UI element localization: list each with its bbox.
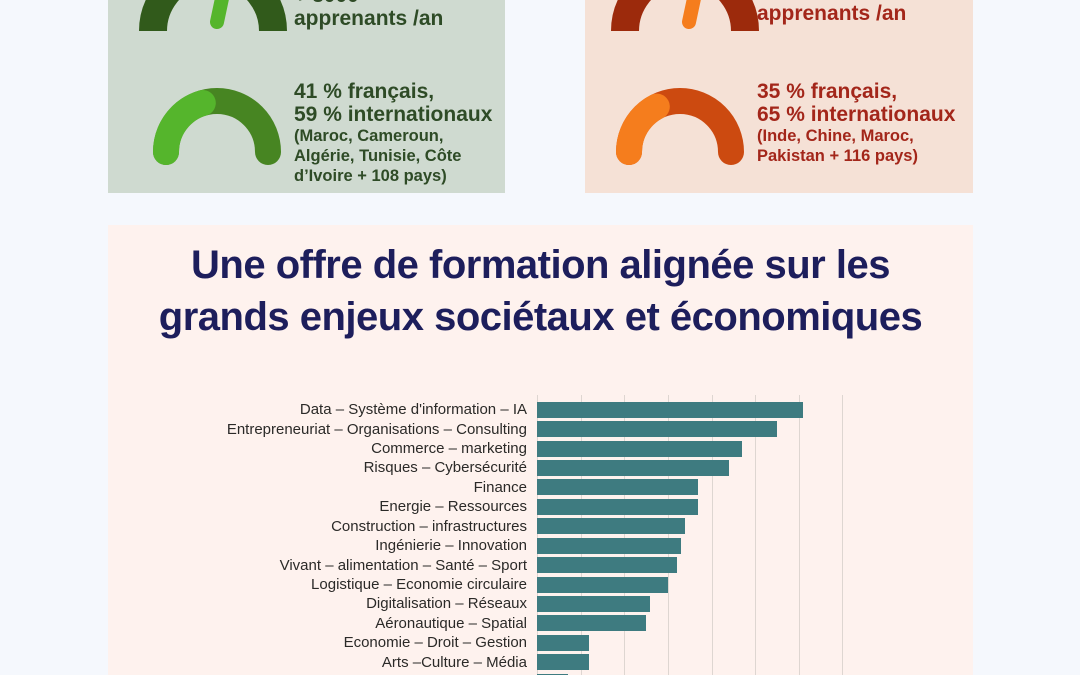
stat-detail: Pakistan + 116 pays): [757, 147, 918, 165]
bar-label: Energie – Ressources: [379, 498, 527, 516]
bar-label: Entrepreneuriat – Organisations – Consul…: [226, 420, 527, 438]
bar-label: Ingénierie – Innovation: [375, 537, 527, 555]
bar-label: Risques – Cybersécurité: [363, 459, 527, 477]
stat-line: 65 % internationaux: [757, 103, 956, 126]
bar: [537, 421, 778, 438]
stat-line: 41 % français,: [294, 80, 435, 103]
stat-detail: Algérie, Tunisie, Côte: [294, 147, 462, 165]
bar: [537, 654, 590, 671]
gridline: [667, 395, 669, 675]
bar-label: Economie – Droit – Gestion: [343, 634, 527, 652]
stat-label: apprenants /an: [757, 2, 907, 25]
bar: [537, 557, 677, 574]
gridline: [624, 395, 626, 675]
bar: [537, 595, 651, 612]
chart-row: Finance: [108, 478, 973, 497]
learners-stat: + 8000 apprenants /an: [294, 0, 443, 30]
chart-row: Construction – infrastructures: [108, 517, 973, 536]
stat-detail: (Inde, Chine, Maroc,: [757, 127, 914, 145]
bar-label: Aéronautique – Spatial: [375, 614, 527, 632]
chart-row: Economie – Droit – Gestion: [108, 633, 973, 652]
bar-label: Arts –Culture – Média: [381, 653, 527, 671]
gridline: [580, 395, 582, 675]
speedometer-gauge-icon: [139, 0, 287, 32]
chart-gridlines: [108, 395, 973, 675]
learners-stat: apprenants /an: [757, 2, 906, 25]
bar: [537, 401, 804, 418]
chart-row: Data – Système d'information – IA: [108, 400, 973, 419]
bar: [537, 615, 647, 632]
nationality-stat: 35 % français, 65 % internationaux (Inde…: [757, 80, 955, 166]
bar-label: Construction – infrastructures: [331, 517, 527, 535]
bar: [537, 673, 568, 675]
title-line-1: Une offre de formation alignée sur les: [191, 243, 890, 287]
chart-row: Logistique – Economie circulaire: [108, 575, 973, 594]
bar-rows: Data – Système d'information – IA Entrepr…: [108, 400, 973, 675]
bar: [537, 459, 730, 476]
bar-label: Commerce – marketing: [371, 440, 527, 458]
stat-label: apprenants /an: [294, 7, 444, 30]
bar: [537, 518, 686, 535]
title-line-2: grands enjeux sociétaux et économiques: [158, 295, 923, 339]
nationality-stat: 41 % français, 59 % internationaux (Maro…: [294, 80, 492, 186]
gridline: [755, 395, 757, 675]
chart-row: Ingénierie – Innovation: [108, 536, 973, 555]
gridline: [842, 395, 844, 675]
gridline: [537, 395, 538, 675]
bar: [537, 498, 699, 515]
stat-value: + 8000: [294, 0, 443, 7]
french-campus-stats-panel: + 8000 apprenants /an 41 % français, 59 …: [108, 0, 505, 193]
section-title: Une offre de formation alignée sur les g…: [108, 239, 973, 343]
bar-label: Finance: [473, 478, 527, 496]
bar-chart: Data – Système d'information – IA Entrepr…: [108, 400, 973, 675]
stat-line: 59 % internationaux: [294, 103, 493, 126]
bar-label: Vivant – alimentation – Santé – Sport: [279, 556, 527, 574]
chart-row: Energie – Ressources: [108, 497, 973, 516]
chart-row: Digitalisation – Réseaux: [108, 594, 973, 613]
gridline: [711, 395, 713, 675]
bar: [537, 537, 681, 554]
chart-row: [108, 672, 973, 675]
chart-row: Commerce – marketing: [108, 439, 973, 458]
international-campus-stats-panel: apprenants /an 35 % français, 65 % inter…: [585, 0, 973, 193]
chart-row: Entrepreneuriat – Organisations – Consul…: [108, 419, 973, 438]
bar-label: Data – Système d'information – IA: [299, 401, 527, 419]
donut-gauge-icon: [153, 88, 281, 165]
bar: [537, 440, 743, 457]
chart-row: Vivant – alimentation – Santé – Sport: [108, 555, 973, 574]
training-offer-section: Une offre de formation alignée sur les g…: [108, 225, 973, 675]
chart-row: Aéronautique – Spatial: [108, 614, 973, 633]
bar-label: Digitalisation – Réseaux: [366, 595, 527, 613]
stat-line: 35 % français,: [757, 80, 898, 103]
bar: [537, 634, 590, 651]
chart-row: Risques – Cybersécurité: [108, 458, 973, 477]
bar: [537, 479, 699, 496]
bar-label: Logistique – Economie circulaire: [311, 576, 527, 593]
stat-detail: (Maroc, Cameroun,: [294, 127, 444, 145]
chart-row: Arts –Culture – Média: [108, 652, 973, 671]
bar: [537, 576, 668, 593]
stat-detail: d’Ivoire + 108 pays): [294, 167, 447, 185]
gridline: [798, 395, 800, 675]
speedometer-gauge-icon: [611, 0, 759, 32]
donut-gauge-icon: [616, 88, 744, 165]
